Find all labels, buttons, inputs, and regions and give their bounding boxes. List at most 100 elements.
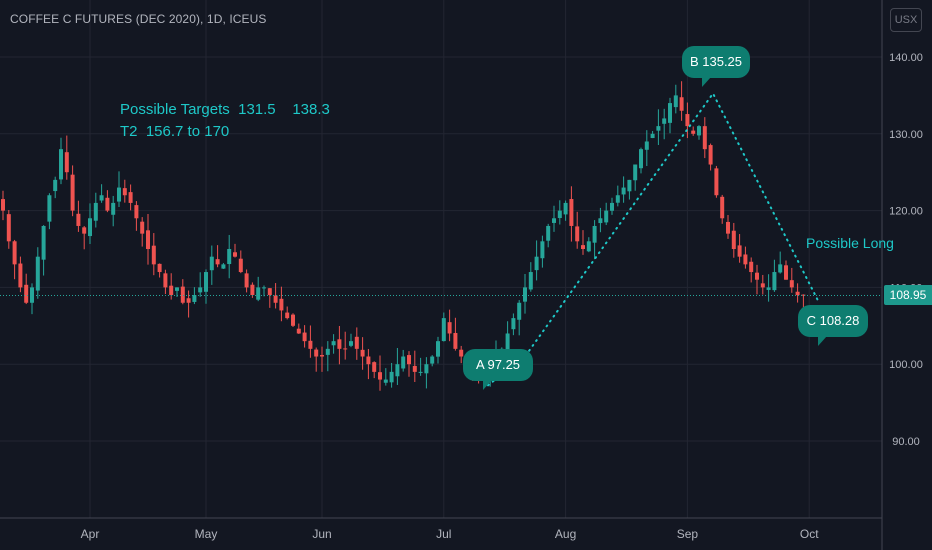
candle-body xyxy=(459,349,464,357)
x-tick-label: Jul xyxy=(436,527,451,541)
candle-body xyxy=(76,213,81,226)
candle-body xyxy=(99,195,104,201)
candle-body xyxy=(192,295,197,302)
candle-body xyxy=(314,349,319,357)
candle-body xyxy=(256,287,261,300)
candle-body xyxy=(656,126,661,131)
candle-body xyxy=(366,356,371,365)
candle-body xyxy=(18,263,23,288)
x-tick-label: Jun xyxy=(312,527,331,541)
candle-body xyxy=(354,336,359,349)
candle-body xyxy=(383,379,388,383)
time-axis: Apr May Jun Jul Aug Sep Oct xyxy=(81,527,820,541)
candle-body xyxy=(169,285,174,296)
candle-body xyxy=(534,256,539,271)
candle-body xyxy=(198,287,203,293)
candle-body xyxy=(12,241,17,265)
candle-body xyxy=(215,259,220,265)
candle-body xyxy=(70,174,75,211)
candle-body xyxy=(244,273,249,288)
candle-body xyxy=(337,339,342,349)
candle-body xyxy=(146,230,150,249)
candle-body xyxy=(453,332,458,349)
candle-body xyxy=(262,287,266,289)
candle-body xyxy=(412,365,417,372)
x-tick-label: Sep xyxy=(677,527,699,541)
candle-body xyxy=(389,371,394,383)
candle-body xyxy=(523,287,527,302)
candle-body xyxy=(517,302,522,320)
candle-body xyxy=(59,149,63,180)
candle-body xyxy=(93,202,98,221)
candle-body xyxy=(227,249,232,265)
candle-body xyxy=(557,210,562,219)
targets-annotation: Possible Targets 131.5 138.3 T2 156.7 to… xyxy=(120,99,330,143)
candle-body xyxy=(186,298,191,303)
candle-body xyxy=(378,372,382,380)
candle-body xyxy=(795,291,800,296)
candle-body xyxy=(546,225,551,241)
candle-body xyxy=(621,187,626,195)
candle-body xyxy=(505,333,510,353)
candle-body xyxy=(615,195,620,203)
candle-body xyxy=(320,355,324,357)
chart-grid xyxy=(0,0,883,550)
candle-body xyxy=(552,218,556,223)
candle-body xyxy=(633,164,638,181)
candle-body xyxy=(528,272,533,290)
candle-body xyxy=(679,97,684,111)
candle-body xyxy=(743,254,748,265)
candle-body xyxy=(760,283,765,288)
candle-body xyxy=(151,245,156,265)
candle-body xyxy=(291,314,295,326)
candle-body xyxy=(639,149,643,169)
symbol-title[interactable]: COFFEE C FUTURES (DEC 2020), 1D, ICEUS xyxy=(10,12,267,26)
candle-body xyxy=(610,202,614,211)
candle-body xyxy=(778,264,783,273)
candle-body xyxy=(650,133,655,139)
candle-body xyxy=(41,225,46,260)
candle-body xyxy=(140,221,145,234)
candle-body xyxy=(766,287,771,290)
candle-body xyxy=(627,179,632,192)
candle-body xyxy=(407,355,411,365)
candle-body xyxy=(569,199,574,226)
candle-body xyxy=(122,188,127,196)
y-tick-label: 120.00 xyxy=(889,206,923,218)
last-price-tag: 108.95 xyxy=(884,285,932,306)
targets-line-1: Possible Targets 131.5 138.3 xyxy=(120,101,330,118)
candle-body xyxy=(755,272,759,280)
candle-body xyxy=(563,202,568,215)
candle-body xyxy=(1,199,5,211)
x-tick-label: May xyxy=(195,527,218,541)
wave-label-c: C 108.28 xyxy=(798,305,868,346)
candle-body xyxy=(128,192,133,203)
candle-body xyxy=(325,348,330,355)
candle-body xyxy=(702,126,707,150)
candles xyxy=(1,81,806,391)
x-tick-label: Aug xyxy=(555,527,576,541)
candle-body xyxy=(64,152,69,173)
y-tick-label: 130.00 xyxy=(889,129,923,141)
candle-body xyxy=(343,348,348,350)
possible-long-annotation: Possible Long xyxy=(806,235,894,251)
candle-body xyxy=(82,227,87,234)
candle-body xyxy=(668,103,672,123)
targets-line-2: T2 156.7 to 170 xyxy=(120,123,230,140)
candle-body xyxy=(511,318,516,330)
y-tick-label: 90.00 xyxy=(892,436,920,448)
candle-body xyxy=(88,218,92,237)
x-tick-label: Apr xyxy=(81,527,100,541)
currency-badge[interactable]: USX xyxy=(890,8,922,32)
candle-body xyxy=(714,168,719,196)
candle-body xyxy=(784,265,788,280)
candle-body xyxy=(685,114,690,127)
candle-body xyxy=(157,263,162,273)
candle-body xyxy=(180,286,185,303)
candle-body xyxy=(349,341,353,346)
candle-body xyxy=(691,130,696,134)
candle-body xyxy=(35,256,40,291)
candle-body xyxy=(731,230,736,249)
